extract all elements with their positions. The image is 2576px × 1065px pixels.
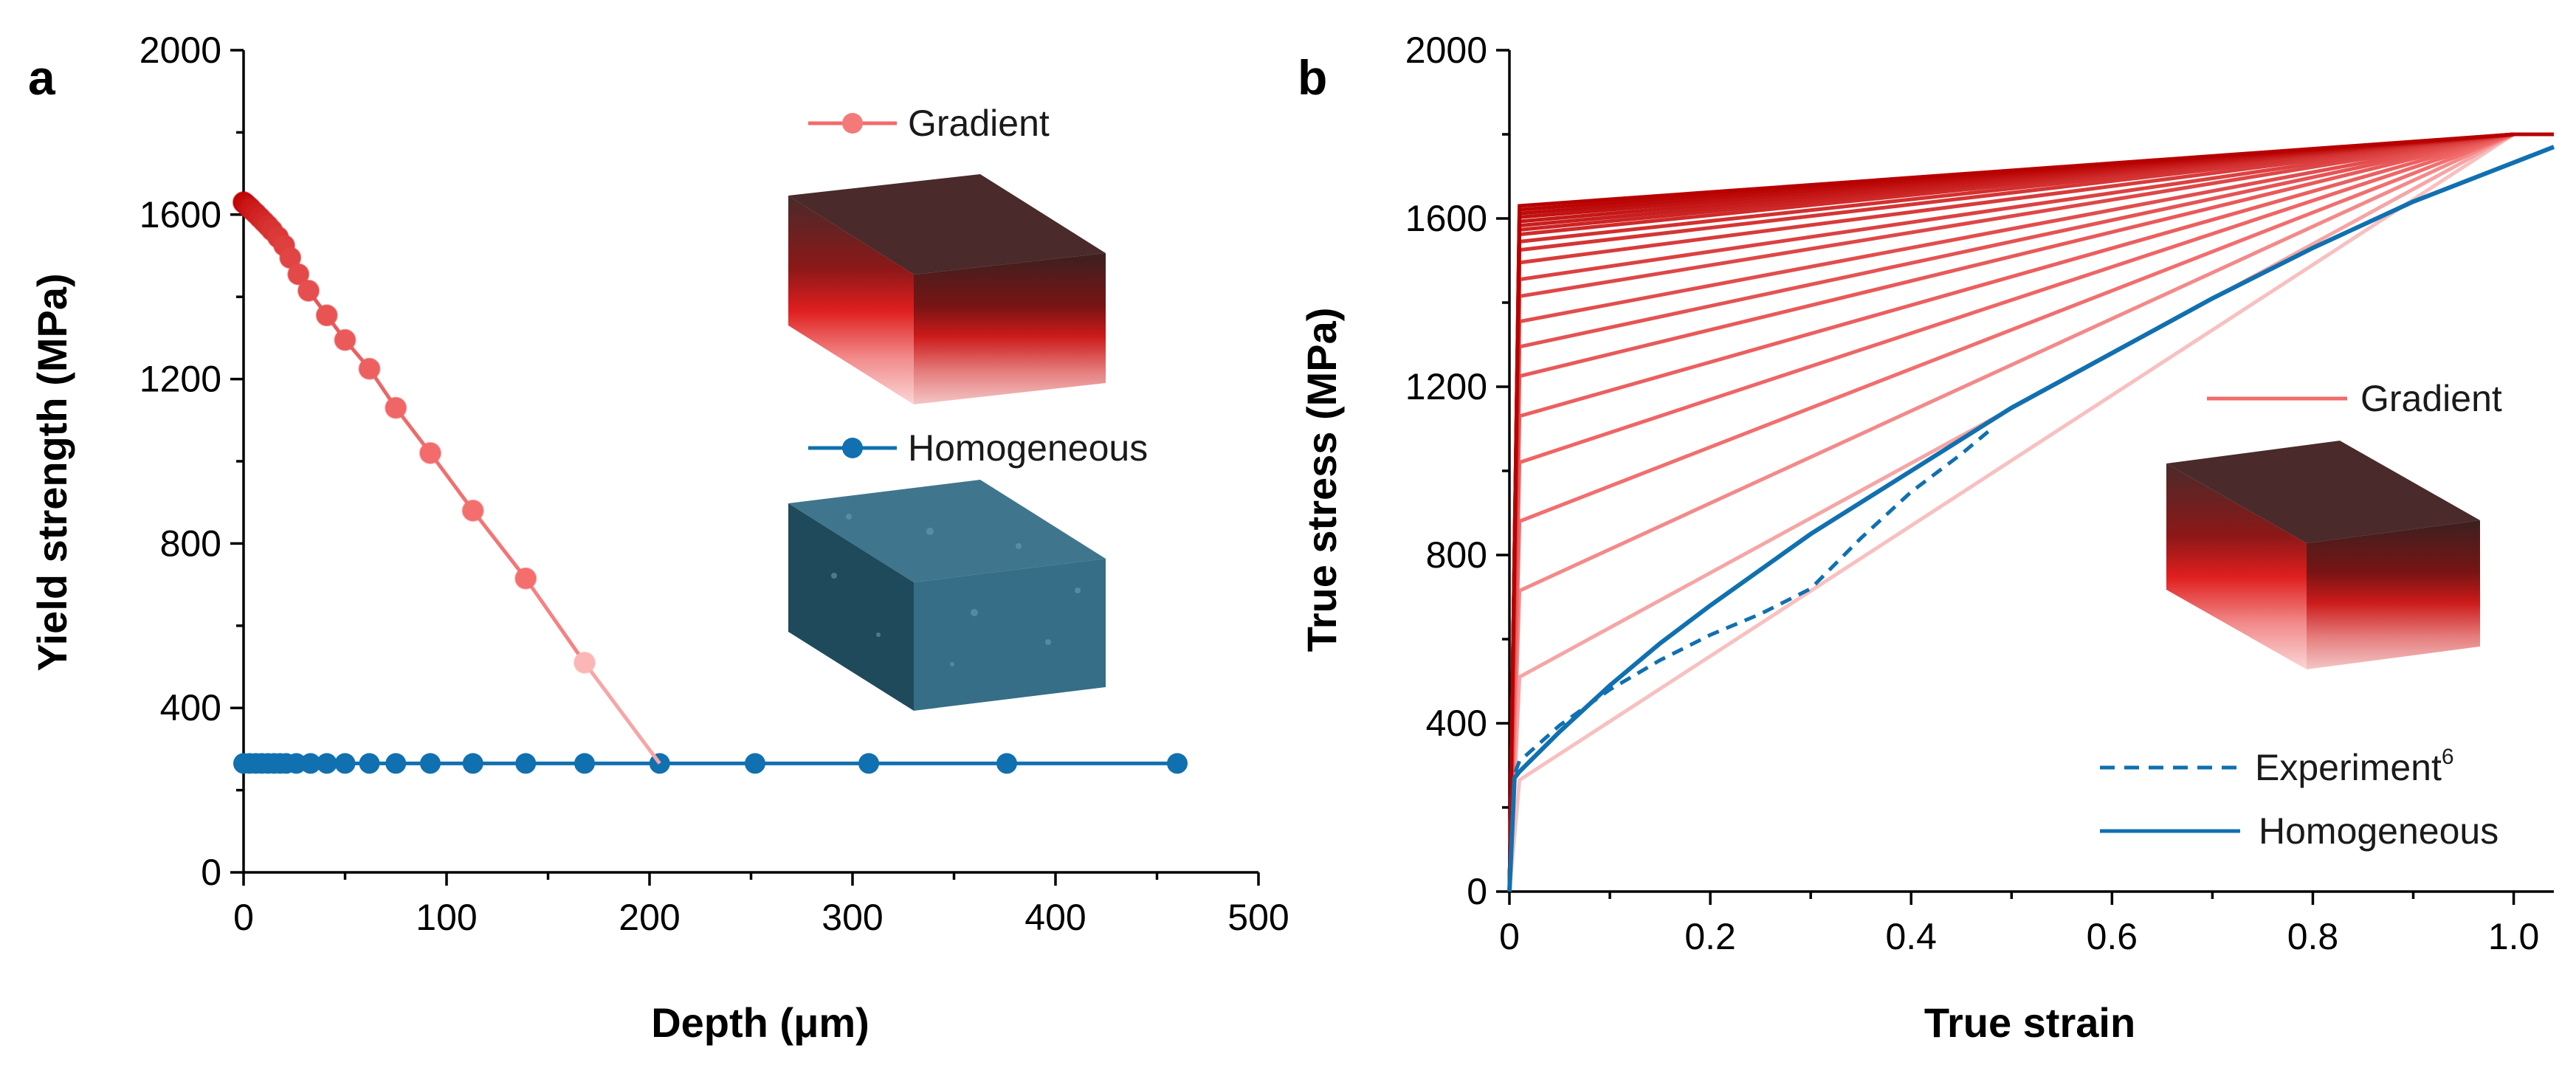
gradient-block-illustration-a [788,174,1106,404]
a-x-tick-label-0: 0 [233,897,254,938]
a-gradient-point [419,441,441,464]
a-homogeneous-point [515,753,537,774]
a-x-tick-label-5: 500 [1227,897,1289,938]
a-homogeneous-point [334,753,356,774]
panel-b-series [1507,132,2555,892]
a-x-tick-label-1: 100 [416,897,477,938]
panel-a-y-tick-labels: 0 400 800 1200 1600 2000 [140,30,221,893]
panel-b-legend: Gradient Experiment6 Homogeneous [2100,378,2502,852]
b-y-tick-label-3: 1200 [1405,366,1487,407]
a-gradient-point [297,279,320,302]
panel-b-x-tick-labels: 0 0.2 0.4 0.6 0.8 1.0 [1499,916,2539,957]
legend-gradient-marker [842,113,863,134]
a-y-tick-label-4: 1600 [140,194,221,235]
panel-a-x-title: Depth (μm) [651,999,869,1046]
a-gradient-segment [582,661,661,765]
legend-b-gradient-label: Gradient [2360,378,2502,419]
legend-b-experiment-label: Experiment6 [2255,745,2454,788]
a-y-tick-label-0: 0 [201,852,221,893]
panel-b-y-tick-labels: 0 400 800 1200 1600 2000 [1405,30,1487,912]
a-gradient-segment [524,577,587,664]
a-gradient-point [287,263,310,286]
a-homogeneous-point [286,753,307,774]
b-x-tick-label-0: 0 [1499,916,1520,957]
a-homogeneous-point [996,753,1017,774]
b-homogeneous-curve [1507,145,2555,892]
a-x-tick-label-4: 400 [1024,897,1086,938]
a-y-tick-label-1: 400 [160,687,221,728]
a-y-tick-label-3: 1200 [140,359,221,400]
b-x-tick-label-3: 0.6 [2087,916,2138,957]
b-x-tick-label-2: 0.4 [1885,916,1937,957]
panel-a-y-title: Yield strength (MPa) [29,273,75,671]
b-experiment-curve [1507,427,1993,892]
b-y-tick-label-2: 800 [1426,534,1487,576]
legend-b-homogeneous-label: Homogeneous [2259,810,2498,852]
a-homogeneous-point [574,753,595,774]
panel-b-x-title: True strain [1924,999,2135,1046]
a-gradient-point [514,567,537,590]
b-y-tick-label-5: 2000 [1405,30,1487,71]
gradient-block-illustration-b [2166,441,2480,669]
a-homogeneous-point [1167,753,1188,774]
a-y-tick-label-2: 800 [160,523,221,564]
a-homogeneous-point [385,753,407,774]
a-gradient-point [358,357,381,380]
legend-homogeneous-label: Homogeneous [908,427,1148,469]
b-x-tick-label-1: 0.2 [1684,916,1736,957]
panel-a-letter: a [28,50,56,105]
a-x-tick-label-3: 300 [822,897,883,938]
a-homogeneous-point [359,753,380,774]
b-y-tick-label-1: 400 [1426,703,1487,744]
a-homogeneous-point [300,753,321,774]
a-homogeneous-point [420,753,441,774]
panel-b: b True strain True stress (MPa) 0 0.2 0.4 0… [1298,30,2555,1046]
a-homogeneous-point [316,753,337,774]
a-gradient-point [385,396,407,419]
b-y-tick-label-4: 1600 [1405,198,1487,239]
homogeneous-block-illustration [788,480,1106,711]
b-x-tick-label-4: 0.8 [2287,916,2339,957]
panel-a-legend: Gradient Homogeneous [808,103,1148,469]
a-gradient-point [461,499,484,522]
a-homogeneous-point [462,753,483,774]
a-gradient-point [315,304,338,327]
a-gradient-segment [428,452,475,512]
a-y-tick-label-5: 2000 [140,30,221,71]
panel-a-x-tick-labels: 0 100 200 300 400 500 [233,897,1289,938]
legend-homogeneous-marker [842,438,863,458]
b-gradient-curve [1507,132,2554,892]
a-homogeneous-point [858,753,879,774]
b-x-tick-label-5: 1.0 [2488,916,2540,957]
a-x-tick-label-2: 200 [619,897,680,938]
panel-b-y-title: True stress (MPa) [1298,308,1345,652]
panel-a: a Depth (μm) Yield strength (MPa) 0 100 20… [28,30,1289,1046]
a-homogeneous-point [745,753,765,774]
b-y-tick-label-0: 0 [1467,871,1487,912]
a-gradient-segment [471,509,528,580]
a-gradient-point [334,328,357,351]
a-gradient-point [574,651,596,674]
panel-b-letter: b [1298,50,1327,105]
panel-a-series [233,191,1188,774]
legend-gradient-label: Gradient [908,103,1050,144]
